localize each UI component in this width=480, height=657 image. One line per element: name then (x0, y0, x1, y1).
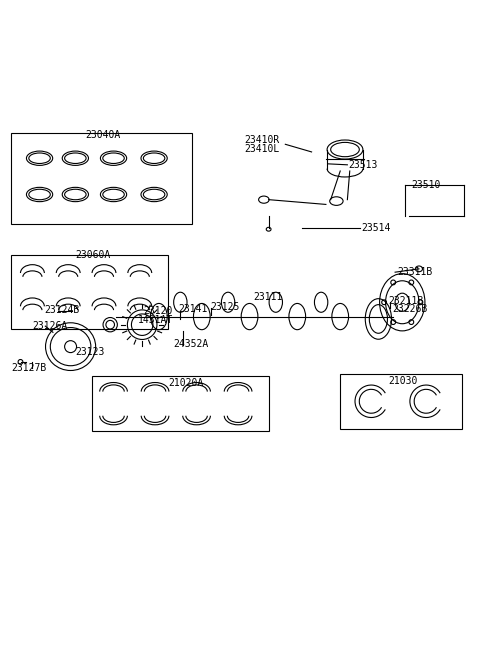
Text: 23111: 23111 (253, 292, 283, 302)
Text: 24352A: 24352A (173, 339, 208, 349)
Text: 1431AT: 1431AT (137, 315, 173, 325)
Bar (11, 254, 168, 328)
Bar (92, 376, 269, 431)
Text: 21020A: 21020A (168, 378, 204, 388)
Text: 23311B: 23311B (397, 267, 433, 277)
Text: 23211B: 23211B (388, 296, 423, 306)
Text: 21030: 21030 (388, 376, 417, 386)
Text: 23120: 23120 (144, 306, 173, 316)
Text: 23226B: 23226B (393, 304, 428, 315)
Text: 23514: 23514 (362, 223, 391, 233)
Text: 23040A: 23040A (85, 130, 120, 140)
Text: 23123: 23123 (75, 348, 105, 357)
Text: 23141: 23141 (178, 304, 207, 315)
Text: 23060A: 23060A (75, 250, 110, 260)
Bar (11, 133, 192, 223)
Text: 23410L: 23410L (244, 144, 279, 154)
Text: 23510: 23510 (411, 180, 440, 191)
Text: 23410R: 23410R (244, 135, 279, 145)
Text: 23124B: 23124B (44, 306, 80, 315)
Bar (340, 374, 462, 429)
Text: 23126A: 23126A (33, 321, 68, 331)
Text: 23513: 23513 (349, 160, 378, 170)
Text: 23127B: 23127B (11, 363, 46, 373)
Text: 23125: 23125 (210, 302, 240, 312)
